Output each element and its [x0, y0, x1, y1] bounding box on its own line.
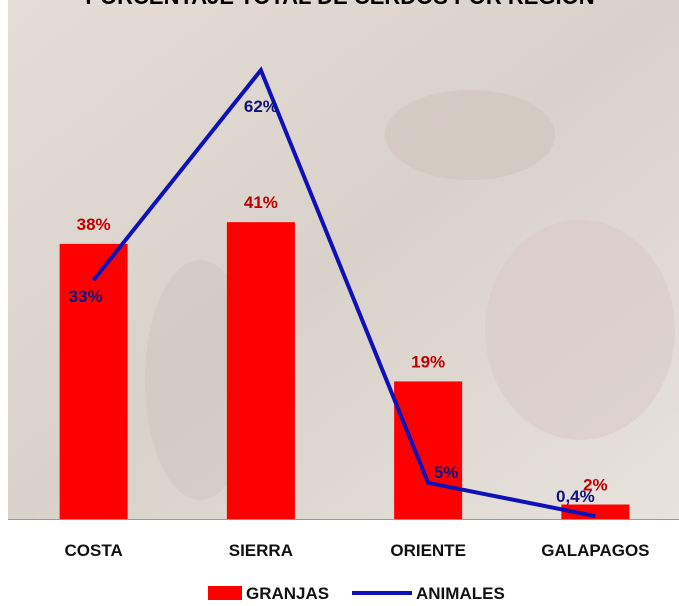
line-label: 62%	[244, 97, 278, 116]
line-label: 5%	[434, 463, 459, 482]
bar-label: 19%	[411, 352, 445, 371]
bar	[394, 381, 462, 519]
bar-label: 38%	[77, 215, 111, 234]
legend-swatch	[208, 586, 242, 600]
bar-label: 41%	[244, 193, 278, 212]
chart: PORCENTAJE TOTAL DE CERDOS POR REGION CO…	[0, 0, 679, 601]
line-label: 0,4%	[556, 487, 595, 506]
chart-title: PORCENTAJE TOTAL DE CERDOS POR REGION	[85, 0, 594, 9]
x-tick-label: SIERRA	[229, 541, 293, 560]
x-tick-label: COSTA	[65, 541, 123, 560]
bar	[227, 222, 295, 519]
legend-label: ANIMALES	[416, 584, 505, 601]
legend-label: GRANJAS	[246, 584, 329, 601]
line-label: 33%	[69, 287, 103, 306]
page: PORCENTAJE TOTAL DE CERDOS POR REGION CO…	[0, 0, 679, 606]
photo-shape	[385, 90, 555, 180]
photo-shape	[485, 220, 675, 440]
x-tick-label: ORIENTE	[390, 541, 466, 560]
x-tick-label: GALAPAGOS	[541, 541, 649, 560]
bar	[60, 244, 128, 519]
